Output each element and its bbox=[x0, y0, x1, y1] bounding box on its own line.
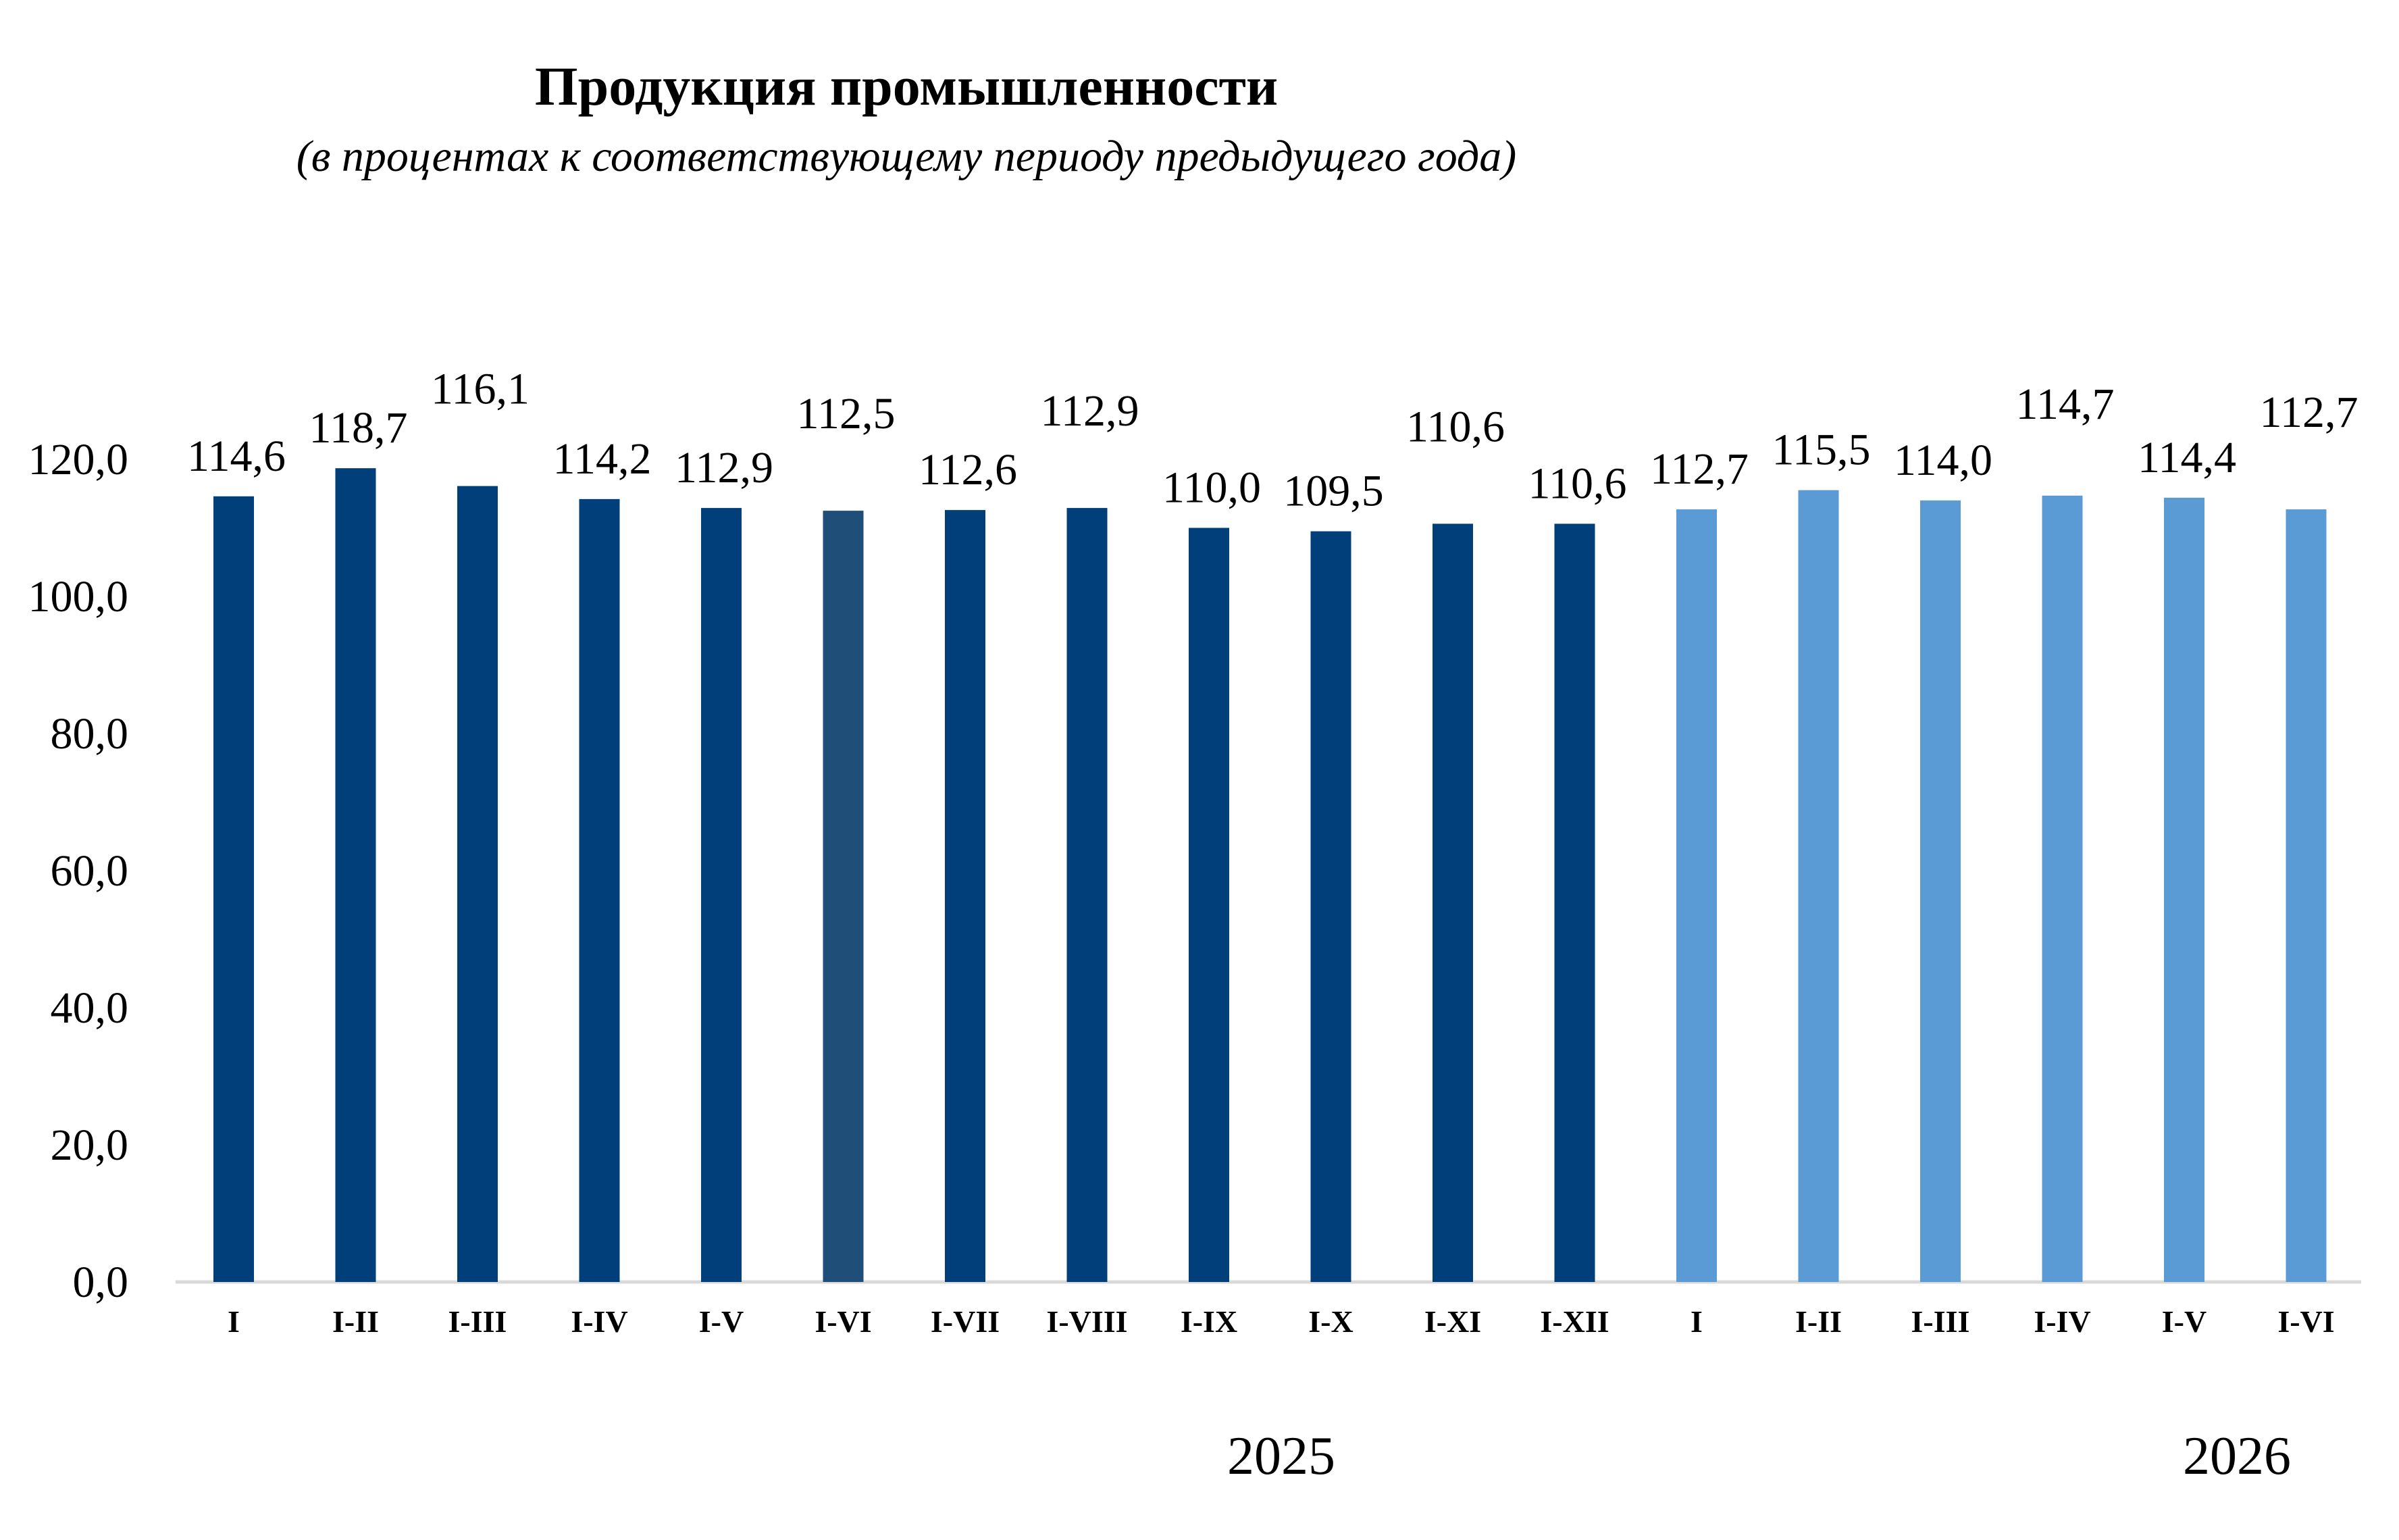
y-tick-label: 120,0 bbox=[28, 435, 129, 484]
category-label: I-II bbox=[332, 1304, 379, 1339]
category-labels: I I-II I-III I-IV I-V I-VI I-VII I-VIII I-IX I-X I… bbox=[228, 1304, 2335, 1339]
category-label: I-XII bbox=[1540, 1304, 1609, 1339]
bar bbox=[1554, 523, 1595, 1283]
bar bbox=[457, 486, 498, 1283]
bar bbox=[1798, 490, 1839, 1282]
bar bbox=[1433, 523, 1473, 1283]
bar bbox=[823, 511, 864, 1282]
data-label: 116,1 bbox=[431, 365, 530, 414]
bar bbox=[2286, 509, 2327, 1282]
category-label: I-VIII bbox=[1046, 1304, 1127, 1339]
category-label: I-XI bbox=[1424, 1304, 1481, 1339]
category-label: I-II bbox=[1795, 1304, 1842, 1339]
data-label: 109,5 bbox=[1283, 467, 1384, 516]
category-label: I-X bbox=[1308, 1304, 1353, 1339]
category-label: I-IV bbox=[571, 1304, 627, 1339]
data-label: 118,7 bbox=[309, 403, 407, 453]
category-label: I-IX bbox=[1181, 1304, 1237, 1339]
bar bbox=[701, 508, 742, 1283]
data-label: 110,6 bbox=[1528, 459, 1626, 508]
bar bbox=[1676, 509, 1717, 1282]
data-label: 114,7 bbox=[2015, 380, 2114, 429]
y-axis-labels: 0,0 20,0 40,0 60,0 80,0 100,0 120,0 bbox=[28, 435, 129, 1307]
bar bbox=[1189, 528, 1229, 1282]
y-tick-label: 0,0 bbox=[73, 1258, 129, 1307]
category-label: I bbox=[1691, 1304, 1703, 1339]
data-label: 112,5 bbox=[796, 389, 895, 438]
category-label: I-VII bbox=[931, 1304, 1000, 1339]
chart-title: Продукция промышленности bbox=[534, 55, 1279, 117]
chart-subtitle: (в процентах к соответствующему периоду … bbox=[296, 132, 1517, 181]
data-label: 112,9 bbox=[675, 443, 773, 492]
bar bbox=[213, 496, 254, 1282]
category-label: I-III bbox=[448, 1304, 507, 1339]
y-tick-label: 40,0 bbox=[51, 983, 129, 1033]
y-tick-label: 60,0 bbox=[51, 846, 129, 896]
data-label: 114,2 bbox=[552, 434, 651, 484]
bar bbox=[945, 510, 985, 1282]
category-label: I-VI bbox=[2277, 1304, 2334, 1339]
bar bbox=[335, 468, 376, 1282]
bar bbox=[2164, 497, 2204, 1282]
y-tick-label: 100,0 bbox=[28, 572, 129, 621]
data-label: 112,7 bbox=[2259, 388, 2358, 437]
y-tick-label: 80,0 bbox=[51, 709, 129, 759]
category-label: I-V bbox=[699, 1304, 744, 1339]
year-labels: 2025 2026 bbox=[1227, 1427, 2291, 1486]
data-labels: 114,6 118,7 116,1 114,2 112,9 112,5 112,6 112,9… bbox=[187, 365, 2358, 516]
bar bbox=[1310, 531, 1351, 1283]
data-label: 114,4 bbox=[2138, 433, 2236, 482]
category-label: I-V bbox=[2162, 1304, 2207, 1339]
data-label: 114,6 bbox=[187, 432, 286, 481]
category-label: I-VI bbox=[815, 1304, 871, 1339]
bar bbox=[1920, 500, 1961, 1282]
bar bbox=[579, 498, 620, 1282]
y-tick-label: 20,0 bbox=[51, 1121, 129, 1170]
data-label: 110,0 bbox=[1162, 463, 1261, 513]
category-label: I bbox=[228, 1304, 240, 1339]
category-label: I-III bbox=[1911, 1304, 1970, 1339]
data-label: 114,0 bbox=[1894, 436, 1992, 485]
bar bbox=[1066, 508, 1108, 1283]
data-label: 112,9 bbox=[1040, 386, 1139, 436]
year-label: 2026 bbox=[2183, 1427, 2291, 1486]
bar bbox=[2042, 495, 2083, 1283]
bars bbox=[213, 468, 2327, 1283]
data-label: 115,5 bbox=[1772, 426, 1870, 475]
year-label: 2025 bbox=[1227, 1427, 1335, 1486]
data-label: 110,6 bbox=[1406, 402, 1505, 451]
data-label: 112,6 bbox=[919, 445, 1017, 494]
data-label: 112,7 bbox=[1650, 444, 1749, 494]
category-label: I-IV bbox=[2034, 1304, 2090, 1339]
